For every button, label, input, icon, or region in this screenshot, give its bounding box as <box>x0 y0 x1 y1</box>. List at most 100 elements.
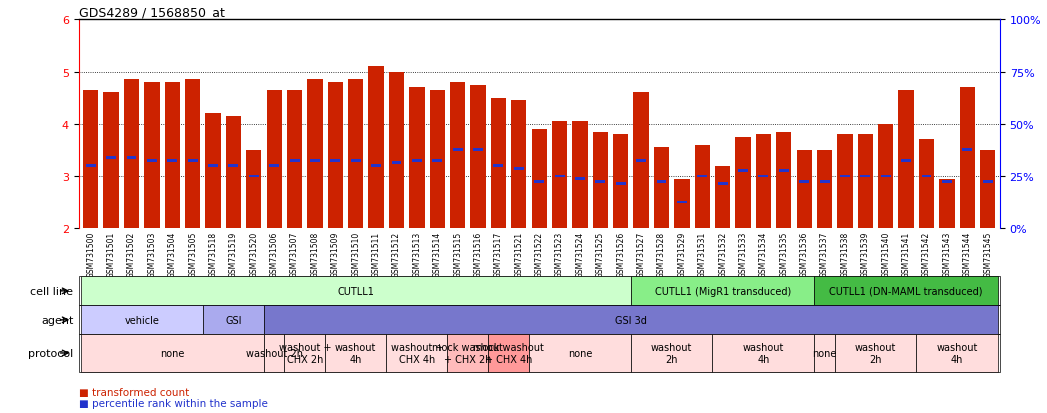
Bar <box>983 180 993 183</box>
Bar <box>980 150 996 229</box>
Bar <box>164 83 180 229</box>
Bar <box>654 148 669 229</box>
Text: GSM731511: GSM731511 <box>372 231 381 277</box>
Bar <box>372 165 381 168</box>
Bar <box>287 90 303 229</box>
Text: GSM731516: GSM731516 <box>473 231 483 277</box>
Bar <box>86 165 95 168</box>
Bar <box>878 124 893 229</box>
Bar <box>534 180 544 183</box>
Bar <box>838 135 852 229</box>
Bar <box>735 138 751 229</box>
Text: GSM731528: GSM731528 <box>658 231 666 277</box>
Bar <box>575 178 585 180</box>
Text: GSM731532: GSM731532 <box>718 231 728 277</box>
Text: agent: agent <box>41 315 73 325</box>
Bar <box>616 183 626 186</box>
Text: GSM731520: GSM731520 <box>249 231 259 277</box>
Text: GSM731531: GSM731531 <box>697 231 707 277</box>
Text: none: none <box>567 348 593 358</box>
Bar <box>432 159 442 162</box>
Bar <box>127 157 136 160</box>
Text: GSM731538: GSM731538 <box>841 231 849 277</box>
Bar <box>840 175 850 178</box>
Bar <box>264 335 285 372</box>
Text: GSI: GSI <box>225 315 242 325</box>
Bar <box>106 157 116 160</box>
Bar <box>470 85 486 229</box>
Bar <box>697 175 707 178</box>
Text: GDS4289 / 1568850_at: GDS4289 / 1568850_at <box>79 6 224 19</box>
Text: washout
4h: washout 4h <box>936 342 978 364</box>
Bar <box>817 150 832 229</box>
Bar <box>144 83 159 229</box>
Text: GSM731539: GSM731539 <box>861 231 870 277</box>
Bar <box>452 149 463 152</box>
Text: GSM731521: GSM731521 <box>514 231 524 277</box>
Bar <box>124 80 139 229</box>
Bar <box>555 175 564 178</box>
Bar <box>450 83 465 229</box>
Bar <box>185 80 200 229</box>
Text: CUTLL1 (MigR1 transduced): CUTLL1 (MigR1 transduced) <box>654 286 790 296</box>
Text: GSM731518: GSM731518 <box>208 231 218 277</box>
Bar <box>511 101 527 229</box>
Bar <box>573 122 587 229</box>
Text: washout
4h: washout 4h <box>335 342 377 364</box>
Bar <box>264 306 998 335</box>
Bar <box>392 162 401 165</box>
Bar <box>919 140 934 229</box>
Bar <box>758 175 768 178</box>
Text: GSM731526: GSM731526 <box>617 231 625 277</box>
Text: GSM731542: GSM731542 <box>922 231 931 277</box>
Bar <box>310 159 320 162</box>
Text: GSM731512: GSM731512 <box>392 231 401 277</box>
Text: GSM731505: GSM731505 <box>188 231 197 277</box>
Text: GSM731537: GSM731537 <box>820 231 829 277</box>
Bar <box>916 335 998 372</box>
Text: GSM731527: GSM731527 <box>637 231 646 277</box>
Text: washout +
CHX 2h: washout + CHX 2h <box>279 342 331 364</box>
Text: GSI 3d: GSI 3d <box>615 315 647 325</box>
Text: GSM731515: GSM731515 <box>453 231 462 277</box>
Text: GSM731513: GSM731513 <box>413 231 421 277</box>
Bar <box>717 183 728 186</box>
Text: washout +
CHX 4h: washout + CHX 4h <box>391 342 443 364</box>
Bar <box>820 180 829 183</box>
Text: GSM731545: GSM731545 <box>983 231 993 277</box>
Text: washout
2h: washout 2h <box>651 342 692 364</box>
Text: GSM731524: GSM731524 <box>576 231 584 277</box>
Bar <box>228 165 239 168</box>
Text: GSM731543: GSM731543 <box>942 231 952 277</box>
Bar <box>898 90 914 229</box>
Bar <box>631 335 712 372</box>
Text: GSM731507: GSM731507 <box>290 231 299 277</box>
Bar <box>514 167 524 170</box>
Bar <box>290 159 299 162</box>
Bar <box>269 165 280 168</box>
Bar <box>331 159 340 162</box>
Text: GSM731525: GSM731525 <box>596 231 605 277</box>
Text: GSM731506: GSM731506 <box>270 231 279 277</box>
Bar <box>369 67 384 229</box>
Bar <box>881 175 891 178</box>
Text: none: none <box>160 348 184 358</box>
Text: none: none <box>812 348 837 358</box>
Text: CUTLL1 (DN-MAML transduced): CUTLL1 (DN-MAML transduced) <box>829 286 983 296</box>
Bar <box>532 130 547 229</box>
Text: GSM731534: GSM731534 <box>759 231 767 277</box>
Bar <box>815 335 834 372</box>
Text: GSM731514: GSM731514 <box>432 231 442 277</box>
Text: washout 2h: washout 2h <box>246 348 303 358</box>
Bar <box>921 175 932 178</box>
Bar <box>348 80 363 229</box>
Bar <box>328 83 343 229</box>
Text: GSM731504: GSM731504 <box>168 231 177 277</box>
Text: washout
4h: washout 4h <box>742 342 784 364</box>
Text: washout
2h: washout 2h <box>854 342 896 364</box>
Text: GSM731522: GSM731522 <box>535 231 543 277</box>
Text: GSM731544: GSM731544 <box>963 231 972 277</box>
Bar <box>267 90 282 229</box>
Bar <box>861 175 870 178</box>
Bar <box>409 88 424 229</box>
